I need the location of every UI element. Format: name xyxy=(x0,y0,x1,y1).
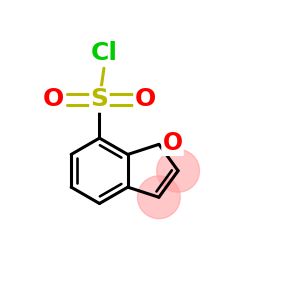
Text: O: O xyxy=(134,88,156,112)
Circle shape xyxy=(157,149,200,192)
Circle shape xyxy=(137,176,180,219)
Text: O: O xyxy=(162,131,183,155)
Text: Cl: Cl xyxy=(90,41,117,65)
Text: S: S xyxy=(91,88,109,112)
Text: O: O xyxy=(43,88,64,112)
